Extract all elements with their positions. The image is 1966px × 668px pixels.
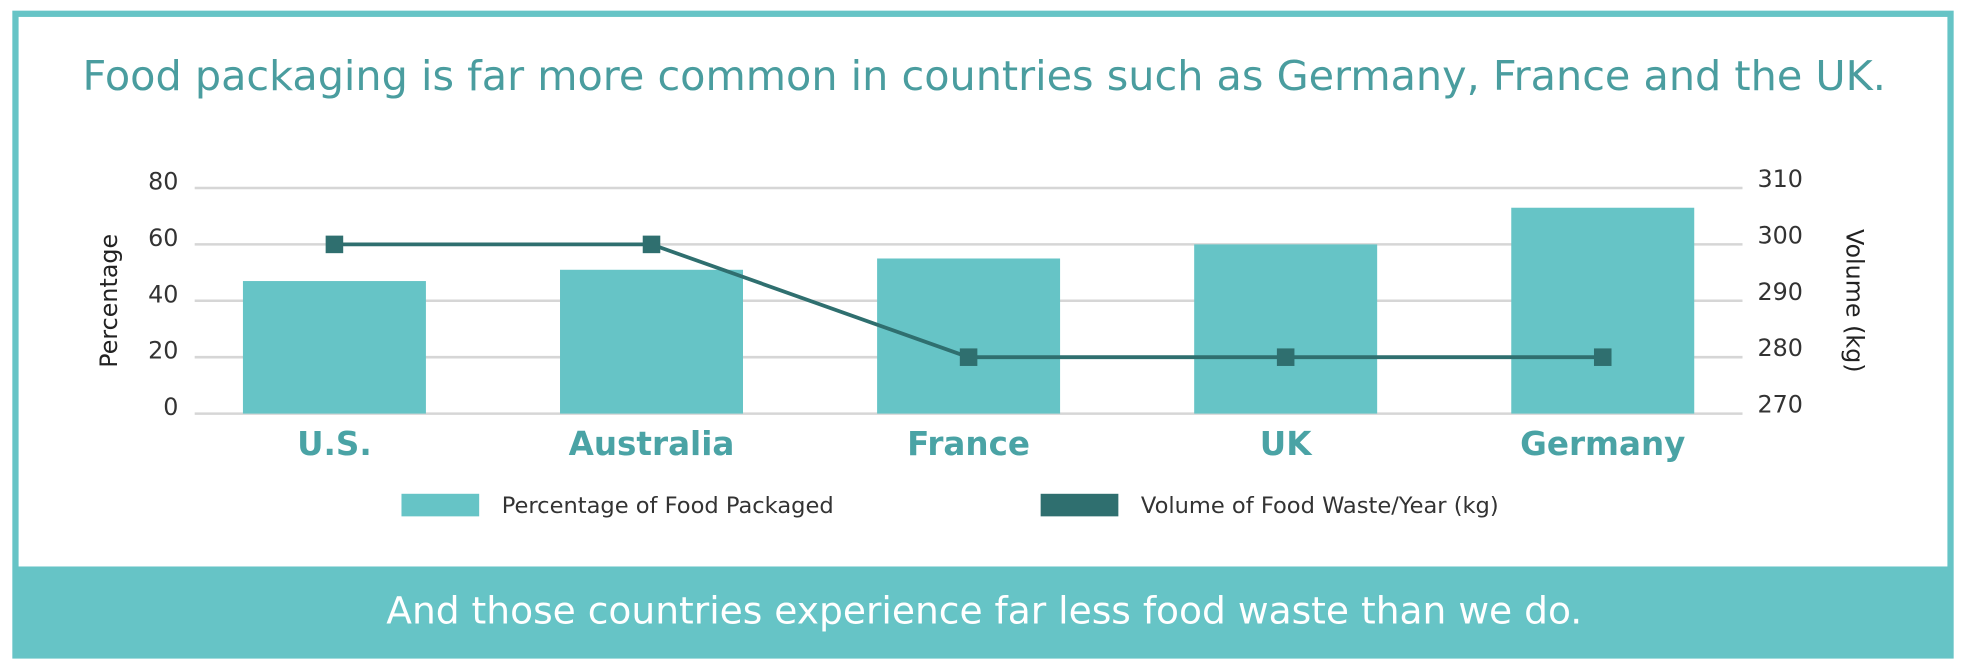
y2-tick-label: 270 [1758, 391, 1803, 419]
bar [242, 281, 426, 414]
line-marker [642, 235, 661, 254]
y2-tick-label: 290 [1758, 278, 1803, 306]
y-tick-label: 40 [148, 280, 178, 308]
y2-tick-label: 300 [1758, 221, 1803, 249]
x-tick-label: UK [1260, 425, 1313, 463]
y-axis-label: Percentage [95, 234, 123, 368]
y2-tick-label: 310 [1758, 165, 1803, 193]
y-tick-label: 60 [148, 224, 178, 252]
y2-tick-label: 280 [1758, 334, 1803, 362]
annotation: And those countries experience far less … [386, 588, 1582, 632]
x-tick-label: France [907, 425, 1030, 463]
y-tick-label: 20 [148, 337, 178, 365]
legend-label: Volume of Food Waste/Year (kg) [1141, 493, 1499, 519]
x-tick-label: Australia [569, 425, 735, 463]
y2-axis-label: Volume (kg) [1840, 229, 1868, 373]
line-marker [325, 235, 344, 254]
bar [560, 269, 743, 414]
line-marker [1593, 348, 1612, 366]
legend-swatch [1040, 493, 1119, 517]
chart-title: Food packaging is far more common in cou… [83, 52, 1886, 100]
bar [1511, 207, 1695, 414]
line-marker [1276, 348, 1295, 366]
line-marker [959, 348, 978, 366]
legend-label: Percentage of Food Packaged [502, 493, 834, 519]
bar [1194, 244, 1378, 414]
footer-band [12, 566, 1954, 658]
x-tick-label: U.S. [297, 425, 372, 463]
legend-swatch [401, 493, 480, 517]
y-tick-label: 80 [148, 167, 178, 195]
y-tick-label: 0 [163, 393, 178, 421]
x-tick-label: Germany [1520, 425, 1685, 463]
